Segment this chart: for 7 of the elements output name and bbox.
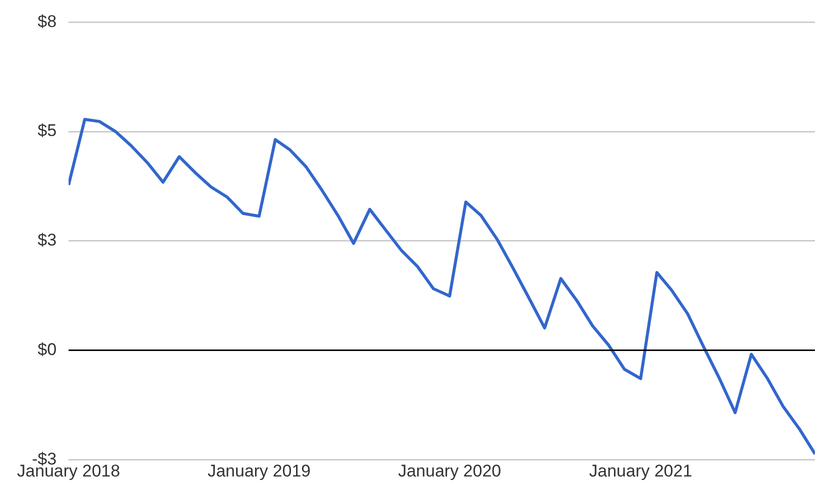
y-tick-label: $8 [38,12,57,31]
x-tick-label: January 2020 [398,461,502,480]
y-tick-label: $5 [38,121,57,140]
x-tick-label: January 2019 [208,461,311,480]
y-tick-label: $3 [38,230,57,250]
x-tick-label: January 2021 [589,461,692,480]
y-tick-label: $0 [38,340,57,359]
